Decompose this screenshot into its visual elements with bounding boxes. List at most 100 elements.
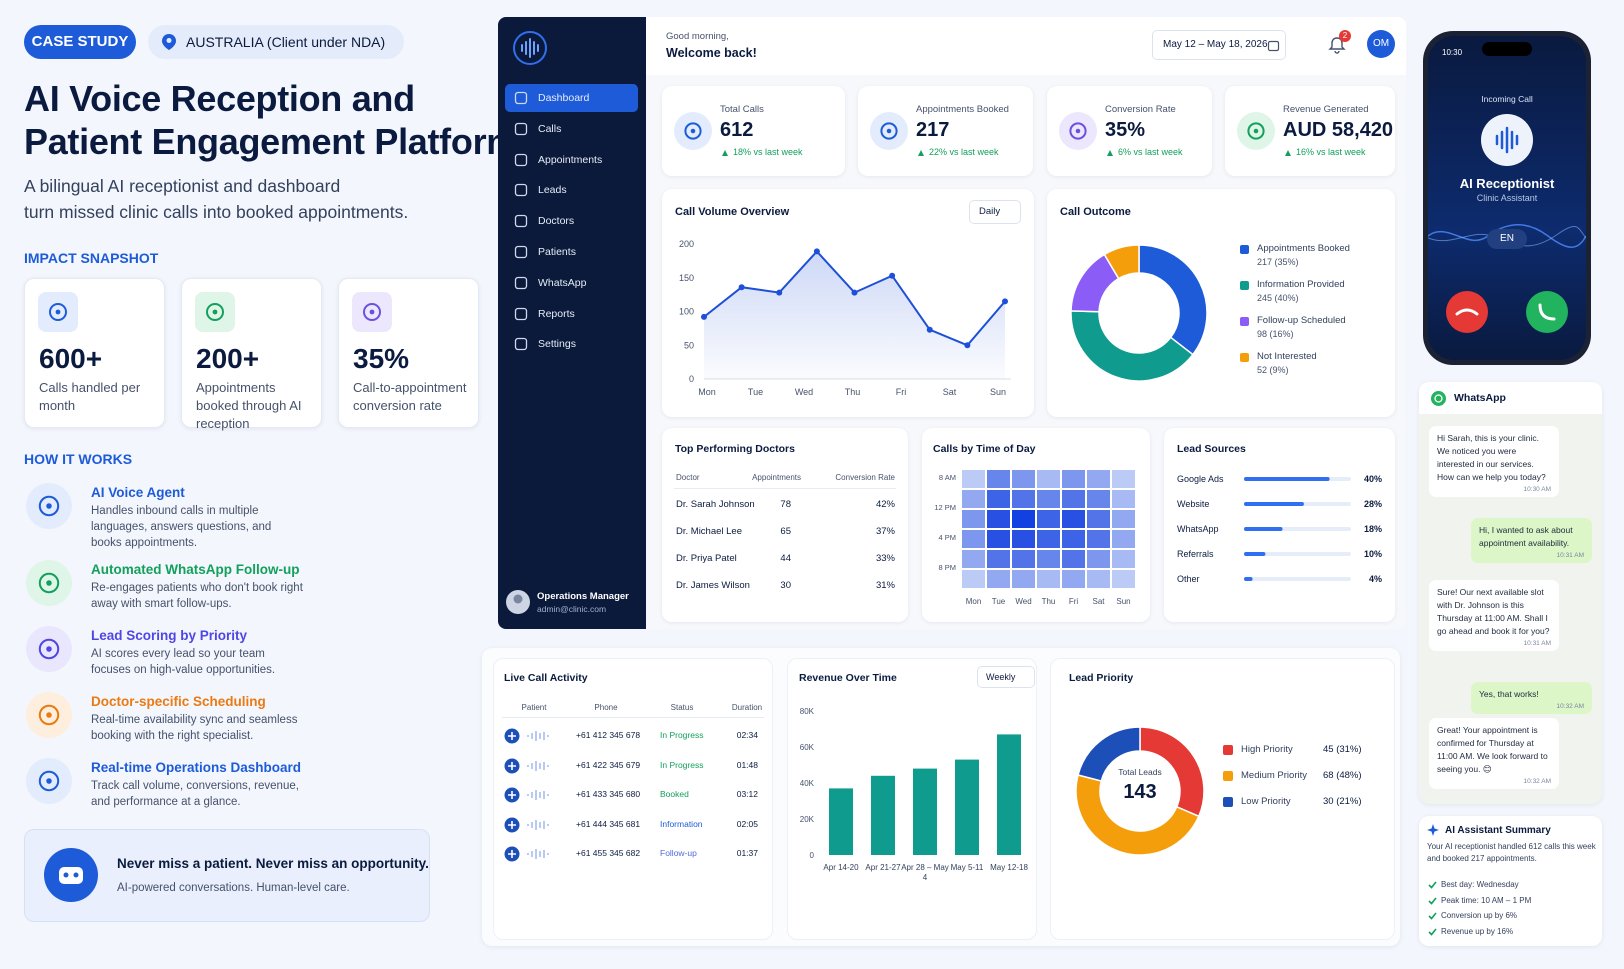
section-heading: HOW IT WORKS (24, 451, 133, 467)
nav-item[interactable]: Reports (505, 300, 638, 328)
plus (508, 732, 516, 740)
heat-cell (1087, 510, 1110, 528)
x-label-box: Apr 28 – May 4 (901, 863, 949, 882)
location-pill: AUSTRALIA (Client under NDA) (148, 25, 404, 59)
table-cell: 78 (780, 499, 791, 510)
topbar: Good morning, Welcome back! May 12 – May 1… (646, 17, 1406, 75)
date-picker[interactable]: May 12 – May 18, 2026 (1152, 30, 1286, 60)
revenue-card: Revenue Over Time Weekly 0 20K 40K 60K 80K Apr … (787, 658, 1037, 940)
up-arrow (722, 150, 728, 156)
nav-icon-shape (514, 276, 528, 289)
icon-dot (55, 309, 61, 315)
summary-panel: AI Assistant Summary Your AI receptionist… (1419, 816, 1602, 946)
heat-cell (1037, 470, 1060, 488)
how-icon (26, 758, 72, 804)
call-duration: 01:48 (736, 759, 758, 770)
welcome: Welcome back! (666, 46, 757, 60)
bar-track (1244, 552, 1351, 556)
user-email: admin@clinic.com (537, 604, 607, 614)
line-point (851, 289, 858, 296)
pin-icon (162, 34, 176, 50)
heat-cell (1087, 570, 1110, 588)
call-status: In Progress (660, 730, 704, 740)
x-tick-label: May 12-18 (990, 863, 1028, 872)
divider (674, 488, 896, 489)
bar-label: Other (1177, 574, 1200, 584)
y-tick-label: 60K (800, 743, 815, 752)
heat-cell (987, 550, 1010, 568)
heat-cell (987, 470, 1010, 488)
chat-time: 10:32 AM (1523, 778, 1551, 785)
logo-ring (513, 31, 547, 65)
nav-item[interactable]: Appointments (505, 146, 638, 174)
nav-item[interactable]: WhatsApp (505, 269, 638, 297)
heat-cell (1112, 490, 1135, 508)
table-header: Conversion Rate (835, 473, 895, 482)
chat-time: 10:31 AM (1556, 552, 1584, 559)
icon-dot (369, 309, 375, 315)
how-desc: Real-time availability sync and seamless… (91, 714, 298, 742)
call-duration: 02:34 (736, 730, 758, 740)
nav-item[interactable]: Settings (505, 330, 638, 358)
summary-text: Your AI receptionist handled 612 calls t… (1427, 842, 1596, 863)
summary-title: AI Assistant Summary (1445, 825, 1551, 836)
accept-button (1526, 291, 1568, 333)
impact-card: 200+ Appointments booked through AI recep… (181, 278, 322, 431)
heatmap-card: Calls by Time of Day 8 AM 12 PM 4 PM 8 PM Mon… (922, 428, 1150, 622)
logo (513, 31, 547, 65)
nav-icon-shape (514, 307, 528, 320)
title-line: Patient Engagement Platform (24, 121, 518, 162)
x-label-box: Apr 14-20 (823, 863, 858, 872)
nav-item[interactable]: Calls (505, 115, 638, 143)
nav-item[interactable]: Leads (505, 176, 638, 204)
phone: 10:30 Incoming Call AI Receptionist Clinic … (1423, 31, 1591, 365)
heat-cell (1037, 510, 1060, 528)
table-cell: Dr. James Wilson (676, 580, 750, 591)
icon-glyph (38, 572, 60, 594)
x-tick-label: Apr 28 – May 4 (901, 863, 949, 882)
center-label: Total Leads (1118, 767, 1162, 777)
table-cell: Dr. Michael Lee (676, 526, 743, 537)
nav-icon (514, 184, 528, 197)
heat-cell (1112, 570, 1135, 588)
summary-bullet: Conversion up by 6% (1441, 911, 1518, 920)
impact-label: Call-to-appointment conversion rate (353, 380, 467, 413)
legend-label: Appointments Booked (1257, 243, 1350, 254)
donut-slice (1070, 310, 1194, 382)
dropdown[interactable]: Weekly (977, 666, 1035, 688)
nav-item[interactable]: Patients (505, 238, 638, 266)
heat-cell (1087, 470, 1110, 488)
kpi-value: AUD 58,420 (1283, 119, 1394, 141)
language-pill: EN (1487, 229, 1527, 249)
line-point (813, 248, 820, 255)
heat-cell (987, 530, 1010, 548)
heat-cell (962, 550, 985, 568)
heat-cell (1087, 530, 1110, 548)
y-label: 12 PM (934, 503, 956, 512)
icon-dot (690, 128, 696, 134)
accept-glyph (1538, 303, 1556, 321)
priority-card: Lead Priority Total Leads 143 High Priority… (1050, 658, 1395, 940)
nav-item[interactable]: Doctors (505, 207, 638, 235)
x-label-box: Apr 21-27 (865, 863, 901, 872)
table-cell: 42% (875, 499, 895, 510)
legend-swatch (1240, 281, 1249, 290)
dropdown[interactable]: Daily (969, 200, 1021, 224)
x-label-box: May 12-18 (990, 863, 1028, 872)
chat-text: Hi Sarah, this is your clinic. We notice… (1437, 433, 1546, 482)
kpi-label: Revenue Generated (1283, 104, 1369, 115)
x-tick-label: Apr 21-27 (865, 863, 901, 872)
chat-bubble: Great! Your appointment is confirmed for… (1429, 718, 1559, 789)
heat-cell (1062, 510, 1085, 528)
nav-item[interactable]: Dashboard (505, 84, 638, 112)
how-title: AI Voice Agent (91, 485, 185, 500)
legend-label: Follow-up Scheduled (1257, 315, 1346, 326)
agent-icon (1481, 114, 1533, 166)
heat-cell (1012, 510, 1035, 528)
heat-cell (1037, 570, 1060, 588)
chat-bubble: Sure! Our next available slot with Dr. J… (1429, 580, 1559, 651)
y-tick-label: 100 (679, 307, 694, 317)
how-title: Automated WhatsApp Follow-up (91, 562, 300, 577)
robot-eye (73, 872, 79, 878)
